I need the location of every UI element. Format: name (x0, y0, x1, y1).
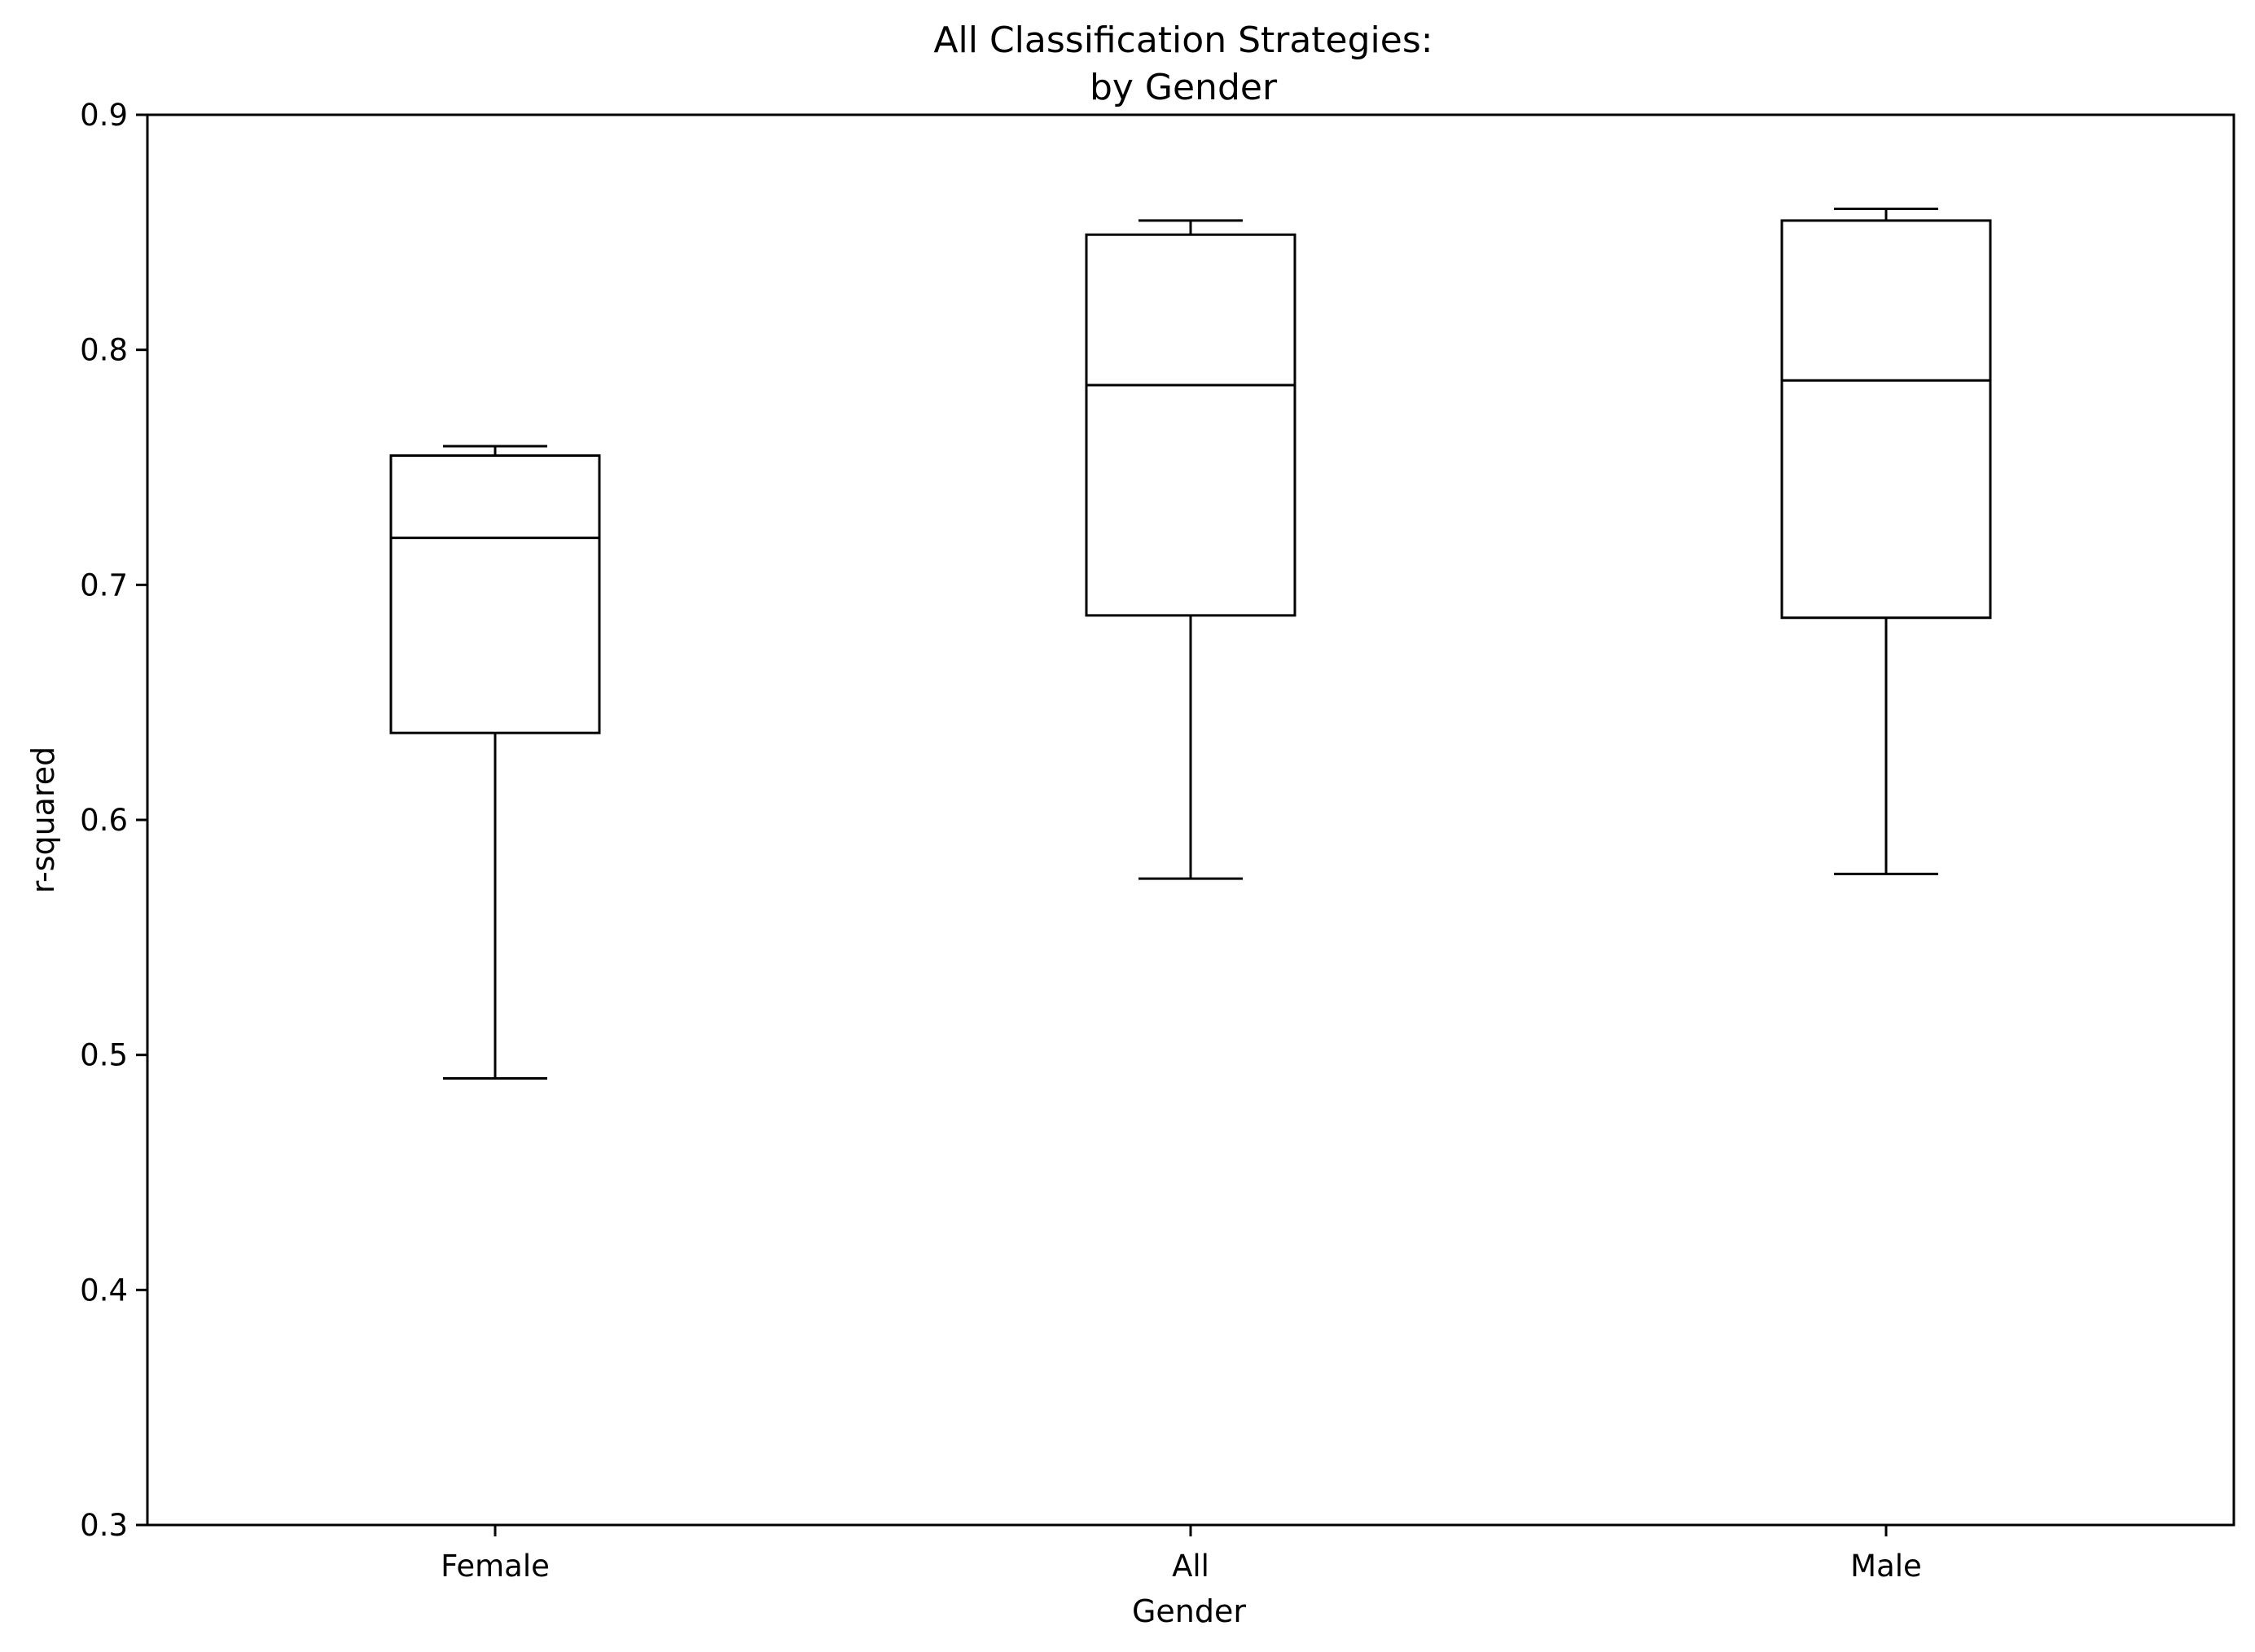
x-axis-ticks: Female All Male (441, 1525, 1922, 1584)
x-axis-label: Gender (1132, 1593, 1246, 1629)
y-tick-label: 0.4 (80, 1273, 128, 1308)
plot-frame (146, 113, 2235, 1527)
plot-area (389, 207, 1992, 1080)
iqr-box (1085, 233, 1296, 617)
y-axis-ticks: 0.3 0.4 0.5 0.6 0.7 0.8 0.9 (80, 98, 147, 1543)
x-tick-label: All (1172, 1549, 1209, 1584)
box-all (1085, 219, 1296, 880)
x-tick-label: Female (441, 1549, 550, 1584)
y-tick-label: 0.9 (80, 98, 128, 133)
x-tick-label: Male (1850, 1549, 1922, 1584)
box-female (389, 445, 601, 1080)
box-male (1780, 207, 1992, 875)
iqr-box (1780, 219, 1992, 620)
iqr-box (389, 454, 601, 734)
y-tick-label: 0.8 (80, 333, 128, 368)
y-tick-label: 0.3 (80, 1508, 128, 1543)
y-tick-label: 0.6 (80, 803, 128, 838)
y-axis-label: r-squared (25, 747, 61, 893)
y-tick-label: 0.7 (80, 567, 128, 603)
chart-title-line-2: by Gender (1090, 67, 1278, 108)
y-tick-label: 0.5 (80, 1038, 128, 1073)
chart-title-line-1: All Classification Strategies: (933, 20, 1432, 61)
